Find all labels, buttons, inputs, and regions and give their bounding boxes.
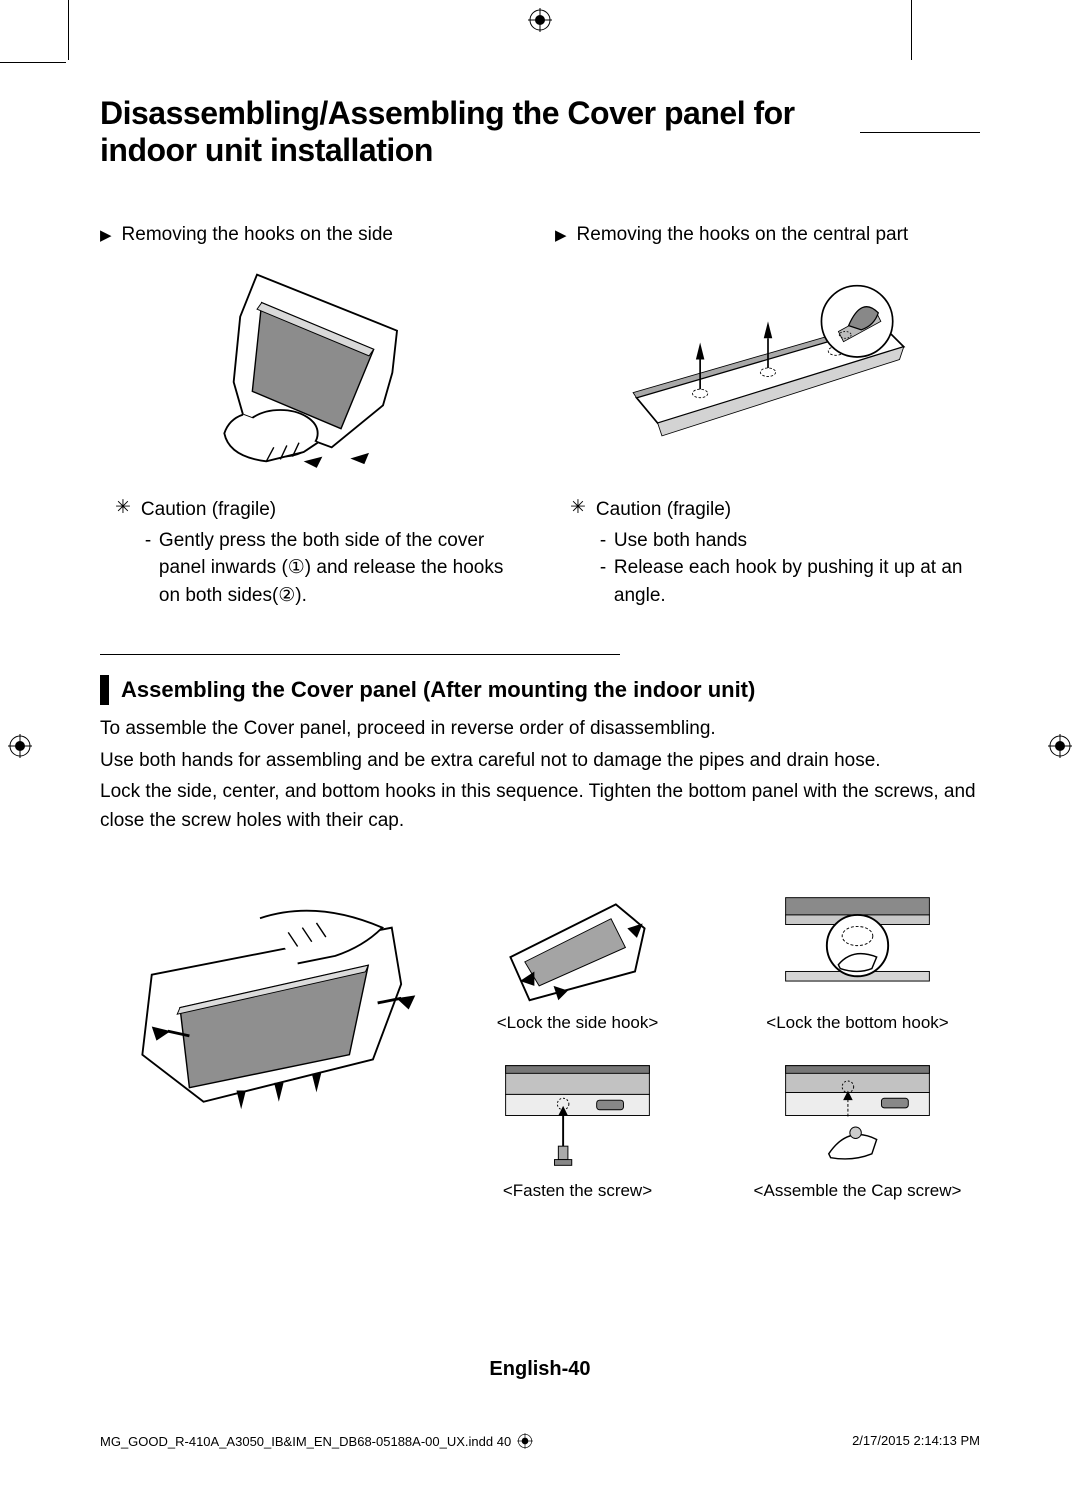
step-heading: Removing the hooks on the side xyxy=(122,224,393,246)
crop-mark xyxy=(911,0,912,60)
imprint-file: MG_GOOD_R-410A_A3050_IB&IM_EN_DB68-05188… xyxy=(100,1434,511,1449)
disassembly-central-column: ▶ Removing the hooks on the central part xyxy=(555,224,980,609)
thumb-caption: <Fasten the screw> xyxy=(455,1181,700,1201)
asterisk-icon: ✳ xyxy=(570,496,586,609)
imprint-datetime: 2/17/2015 2:14:13 PM xyxy=(852,1433,980,1449)
body-text: Use both hands for assembling and be ext… xyxy=(100,747,980,776)
crop-mark xyxy=(68,0,69,60)
section-bar-icon xyxy=(100,675,109,705)
body-text: To assemble the Cover panel, proceed in … xyxy=(100,715,980,744)
registration-mark-icon xyxy=(8,734,32,758)
caution-item: Use both hands xyxy=(596,527,980,555)
triangle-bullet-icon: ▶ xyxy=(100,226,112,244)
caution-item: Release each hook by pushing it up at an… xyxy=(596,554,980,609)
caution-label: Caution (fragile) xyxy=(596,496,980,524)
illustration-lock-bottom-hook xyxy=(780,890,935,1005)
thumb-caption: <Lock the bottom hook> xyxy=(735,1013,980,1033)
page-footer: English-40 xyxy=(100,1358,980,1381)
illustration-assembly-main xyxy=(100,890,420,1201)
illustration-side-removal xyxy=(173,258,453,478)
illustration-assemble-cap-screw xyxy=(780,1058,935,1173)
body-text: Lock the side, center, and bottom hooks … xyxy=(100,778,980,835)
page-title: Disassembling/Assembling the Cover panel… xyxy=(100,95,840,169)
triangle-bullet-icon: ▶ xyxy=(555,226,567,244)
thumb-caption: <Assemble the Cap screw> xyxy=(735,1181,980,1201)
section-title: Assembling the Cover panel (After mounti… xyxy=(121,675,755,705)
asterisk-icon: ✳ xyxy=(115,496,131,609)
illustration-central-removal xyxy=(628,258,908,478)
step-heading: Removing the hooks on the central part xyxy=(577,224,909,246)
registration-mark-icon xyxy=(517,1433,533,1449)
thumb-caption: <Lock the side hook> xyxy=(455,1013,700,1033)
disassembly-side-column: ▶ Removing the hooks on the side ✳ xyxy=(100,224,525,609)
registration-mark-icon xyxy=(1048,734,1072,758)
illustration-fasten-screw xyxy=(500,1058,655,1173)
title-rule xyxy=(860,132,980,133)
registration-mark-icon xyxy=(528,8,552,32)
caution-label: Caution (fragile) xyxy=(141,496,525,524)
crop-mark xyxy=(0,62,66,63)
caution-item: Gently press the both side of the cover … xyxy=(141,527,525,610)
section-rule xyxy=(100,654,620,655)
illustration-lock-side-hook xyxy=(500,890,655,1005)
